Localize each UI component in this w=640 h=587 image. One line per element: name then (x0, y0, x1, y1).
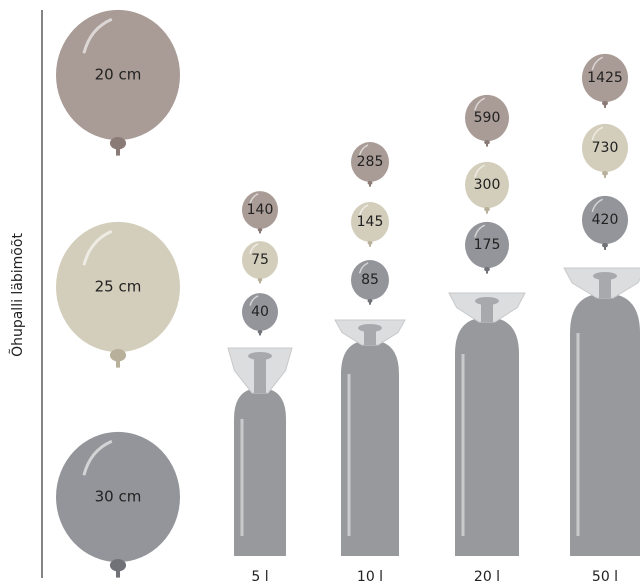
balloon-knot (258, 278, 263, 282)
balloon-label: 175 (474, 237, 501, 253)
balloon-label: 85 (361, 272, 379, 288)
balloon-knot (110, 559, 126, 571)
balloon-knot (368, 299, 373, 303)
balloon-label: 75 (251, 252, 269, 268)
balloon-label: 140 (247, 202, 274, 218)
balloon-knot (602, 101, 608, 106)
balloon-knot (368, 181, 373, 185)
balloon-knot (258, 228, 263, 232)
cylinder-body (570, 294, 640, 556)
balloon-knot (110, 349, 126, 361)
cylinder-label: 50 l (592, 569, 618, 585)
balloon-label: 145 (357, 214, 384, 230)
balloon-label: 590 (474, 110, 501, 126)
balloon-knot (484, 267, 490, 271)
balloon-knot (258, 330, 263, 334)
balloon-knot (484, 140, 490, 144)
infographic: Õhupalli läbimõõt 20 cm 25 cm 30 cm 5 l 140 7… (0, 0, 640, 587)
valve-cap (248, 352, 272, 360)
balloon-label: 30 cm (95, 488, 142, 506)
balloon-knot (602, 243, 608, 248)
valve-cap (593, 272, 617, 280)
balloon-knot (110, 137, 126, 149)
valve-cap (358, 324, 382, 332)
balloon-label: 420 (592, 212, 619, 228)
cylinder-body (455, 318, 519, 556)
balloon-knot (484, 207, 490, 211)
balloon-label: 730 (592, 140, 619, 156)
cylinder-label: 10 l (357, 569, 383, 585)
cylinder-label: 20 l (474, 569, 500, 585)
balloon-knot (602, 171, 608, 176)
axis-label: Õhupalli läbimõõt (9, 233, 26, 357)
balloon-label: 20 cm (95, 66, 142, 84)
valve-cap (475, 297, 499, 305)
balloon-label: 285 (357, 154, 384, 170)
balloon-knot (368, 241, 373, 245)
balloon-label: 40 (251, 304, 269, 320)
balloon-label: 25 cm (95, 278, 142, 296)
balloon-label: 1425 (587, 70, 623, 86)
cylinder-label: 5 l (251, 569, 268, 585)
balloon-label: 300 (474, 177, 501, 193)
